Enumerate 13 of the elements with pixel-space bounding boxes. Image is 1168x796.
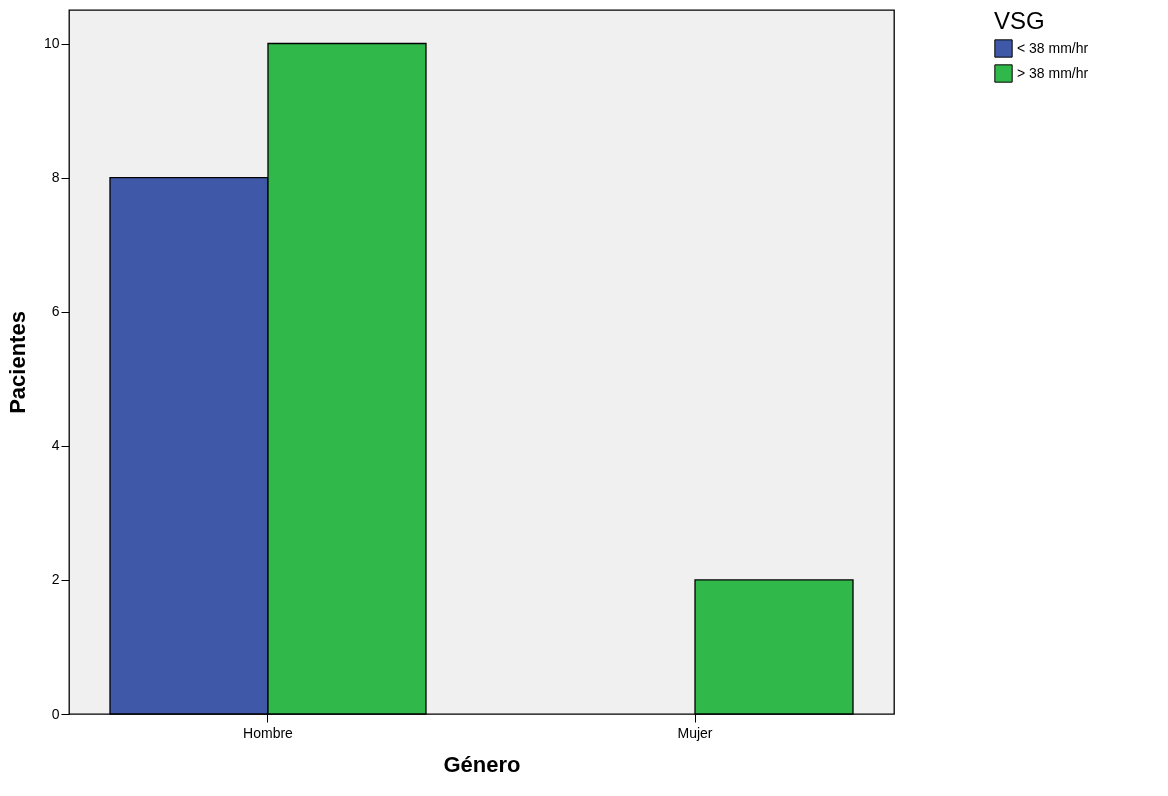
y-tick-label: 8	[51, 169, 60, 186]
legend-label: < 38 mm/hr	[1017, 39, 1089, 56]
x-tick-label: Mujer	[677, 724, 713, 741]
y-tick-label: 10	[43, 35, 60, 52]
legend-label: > 38 mm/hr	[1017, 64, 1089, 81]
x-axis-title: Género	[443, 751, 521, 777]
y-axis-title: Pacientes	[4, 311, 30, 414]
y-tick-label: 4	[51, 437, 60, 454]
x-tick-label: Hombre	[243, 724, 294, 741]
legend-title: VSG	[994, 7, 1045, 34]
y-tick-label: 2	[51, 571, 60, 588]
y-tick-label: 0	[51, 705, 60, 722]
y-tick-label: 6	[51, 303, 60, 320]
